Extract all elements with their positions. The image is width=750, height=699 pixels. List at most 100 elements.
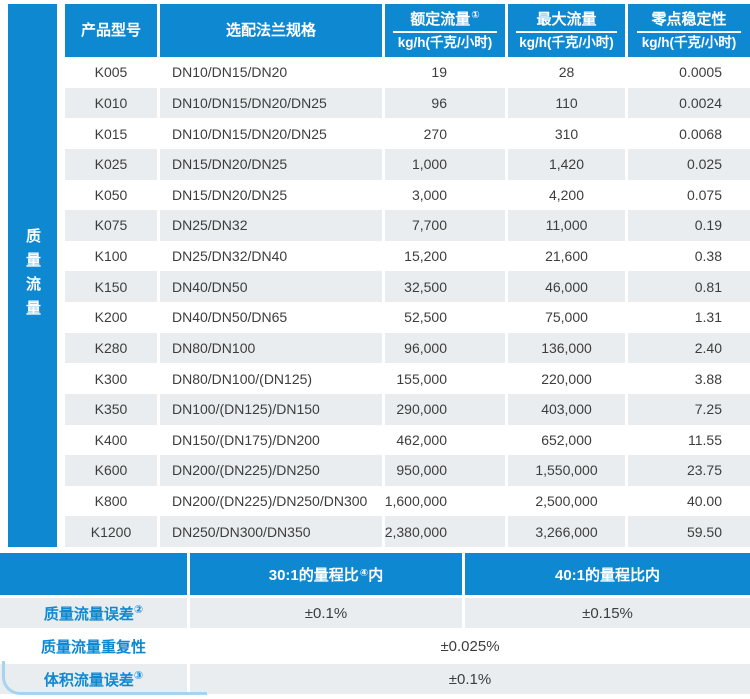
cell-rated-flow: 3,000 <box>385 179 505 211</box>
accuracy-header-turndown-30: 30:1的量程比 ④ 内 <box>190 553 462 595</box>
cell-product-model: K400 <box>65 424 157 456</box>
mass-flow-error-label: 质量流量误差② <box>44 603 143 624</box>
cell-zero-stability: 0.19 <box>628 210 750 241</box>
footnote-1-marker: ① <box>471 9 480 21</box>
header-product-model-label: 产品型号 <box>80 21 141 39</box>
cell-flange-spec: DN80/DN100 <box>160 332 382 364</box>
table-row: K025 DN15/DN20/DN25 1,000 1,420 0.025 <box>65 148 750 180</box>
header-flange-spec-label: 选配法兰规格 <box>225 21 316 39</box>
volume-flow-error-row: 体积流量误差③ ±0.1% <box>0 664 750 694</box>
cell-product-model: K800 <box>65 485 157 517</box>
cell-max-flow: 46,000 <box>508 271 625 302</box>
cell-flange-spec: DN40/DN50 <box>160 271 382 302</box>
accuracy-header-turndown-40: 40:1的量程比内 <box>465 553 750 595</box>
header-zero-stability-unit: kg/h(千克/小时) <box>641 34 737 50</box>
cell-zero-stability: 2.40 <box>628 332 750 364</box>
cell-max-flow: 75,000 <box>508 302 625 333</box>
table-row: K800 DN200/(DN225)/DN250/DN300 1,600,000… <box>65 485 750 517</box>
cell-product-model: K100 <box>65 240 157 272</box>
cell-flange-spec: DN10/DN15/DN20 <box>160 57 382 88</box>
main-spec-table: 产品型号 选配法兰规格 额定流量① kg/h(千克/小时) 最大流量 kg/h(… <box>65 4 750 547</box>
table-row: K300 DN80/DN100/(DN125) 155,000 220,000 … <box>65 363 750 394</box>
turndown-40-text: 40:1的量程比内 <box>554 566 661 584</box>
mass-flow-repeatability-value-text: ±0.025% <box>440 637 500 655</box>
cell-max-flow: 310 <box>508 118 625 149</box>
cell-flange-spec: DN100/(DN125)/DN150 <box>160 393 382 425</box>
cell-product-model: K300 <box>65 363 157 394</box>
cell-max-flow: 110 <box>508 87 625 119</box>
cell-rated-flow: 96 <box>385 87 505 119</box>
cell-flange-spec: DN10/DN15/DN20/DN25 <box>160 87 382 119</box>
cell-zero-stability: 3.88 <box>628 363 750 394</box>
mass-flow-repeatability-label: 质量流量重复性 <box>41 636 146 657</box>
cell-zero-stability: 0.38 <box>628 240 750 272</box>
volume-flow-error-value-text: ±0.1% <box>448 670 492 688</box>
cell-zero-stability: 0.025 <box>628 148 750 180</box>
cell-product-model: K350 <box>65 393 157 425</box>
cell-rated-flow: 96,000 <box>385 332 505 364</box>
cell-zero-stability: 0.0068 <box>628 118 750 149</box>
cell-product-model: K150 <box>65 271 157 302</box>
footnote-2-marker: ② <box>133 603 144 616</box>
mass-flow-side-label: 质量流量 <box>24 227 41 324</box>
header-flange-spec: 选配法兰规格 <box>160 4 382 57</box>
header-product-model: 产品型号 <box>65 4 157 57</box>
table-row: K015 DN10/DN15/DN20/DN25 270 310 0.0068 <box>65 118 750 149</box>
table-row: K075 DN25/DN32 7,700 11,000 0.19 <box>65 210 750 241</box>
cell-product-model: K075 <box>65 210 157 241</box>
cell-product-model: K200 <box>65 302 157 333</box>
mass-flow-error-text: 质量流量误差 <box>43 605 134 623</box>
cell-rated-flow: 1,000 <box>385 148 505 180</box>
mass-flow-error-value-30-text: ±0.1% <box>304 604 348 622</box>
cell-flange-spec: DN80/DN100/(DN125) <box>160 363 382 394</box>
cell-rated-flow: 19 <box>385 57 505 88</box>
cell-zero-stability: 59.50 <box>628 516 750 547</box>
cell-rated-flow: 15,200 <box>385 240 505 272</box>
mass-flow-repeatability-text: 质量流量重复性 <box>40 638 146 656</box>
cell-rated-flow: 52,500 <box>385 302 505 333</box>
table-row: K400 DN150/(DN175)/DN200 462,000 652,000… <box>65 424 750 456</box>
cell-rated-flow: 1,600,000 <box>385 485 505 517</box>
cell-rated-flow: 462,000 <box>385 424 505 456</box>
header-max-flow: 最大流量 kg/h(千克/小时) <box>508 4 625 57</box>
cell-flange-spec: DN200/(DN225)/DN250 <box>160 455 382 486</box>
cell-product-model: K005 <box>65 57 157 88</box>
accuracy-header-spacer <box>0 553 187 595</box>
cell-rated-flow: 950,000 <box>385 455 505 486</box>
table-row: K1200 DN250/DN300/DN350 2,380,000 3,266,… <box>65 516 750 547</box>
accuracy-table: 30:1的量程比 ④ 内 40:1的量程比内 质量流量误差② ±0.1% ±0.15… <box>0 553 750 694</box>
cell-max-flow: 21,600 <box>508 240 625 272</box>
volume-flow-error-label-cell: 体积流量误差③ <box>0 664 187 694</box>
mass-flow-error-label-cell: 质量流量误差② <box>0 598 187 628</box>
table-row: K280 DN80/DN100 96,000 136,000 2.40 <box>65 332 750 364</box>
cell-zero-stability: 23.75 <box>628 455 750 486</box>
volume-flow-error-text: 体积流量误差 <box>43 671 134 689</box>
cell-max-flow: 11,000 <box>508 210 625 241</box>
cell-zero-stability: 0.81 <box>628 271 750 302</box>
table-row: K200 DN40/DN50/DN65 52,500 75,000 1.31 <box>65 302 750 333</box>
mass-flow-repeatability-value: ±0.025% <box>190 631 750 661</box>
header-divider-line <box>636 30 742 33</box>
mass-flow-error-value-30: ±0.1% <box>190 598 462 628</box>
table-row: K050 DN15/DN20/DN25 3,000 4,200 0.075 <box>65 179 750 211</box>
cell-product-model: K025 <box>65 148 157 180</box>
cell-flange-spec: DN200/(DN225)/DN250/DN300 <box>160 485 382 517</box>
cell-max-flow: 136,000 <box>508 332 625 364</box>
cell-flange-spec: DN150/(DN175)/DN200 <box>160 424 382 456</box>
table-row: K600 DN200/(DN225)/DN250 950,000 1,550,0… <box>65 455 750 486</box>
mass-flow-error-value-40-text: ±0.15% <box>582 604 633 622</box>
cell-product-model: K010 <box>65 87 157 119</box>
mass-flow-error-row: 质量流量误差② ±0.1% ±0.15% <box>0 598 750 628</box>
cell-rated-flow: 155,000 <box>385 363 505 394</box>
cell-flange-spec: DN15/DN20/DN25 <box>160 179 382 211</box>
cell-flange-spec: DN25/DN32/DN40 <box>160 240 382 272</box>
main-table-header: 产品型号 选配法兰规格 额定流量① kg/h(千克/小时) 最大流量 kg/h(… <box>65 4 750 57</box>
cell-flange-spec: DN10/DN15/DN20/DN25 <box>160 118 382 149</box>
cell-max-flow: 28 <box>508 57 625 88</box>
cell-rated-flow: 7,700 <box>385 210 505 241</box>
cell-product-model: K1200 <box>65 516 157 547</box>
cell-product-model: K015 <box>65 118 157 149</box>
table-row: K100 DN25/DN32/DN40 15,200 21,600 0.38 <box>65 240 750 272</box>
cell-rated-flow: 270 <box>385 118 505 149</box>
